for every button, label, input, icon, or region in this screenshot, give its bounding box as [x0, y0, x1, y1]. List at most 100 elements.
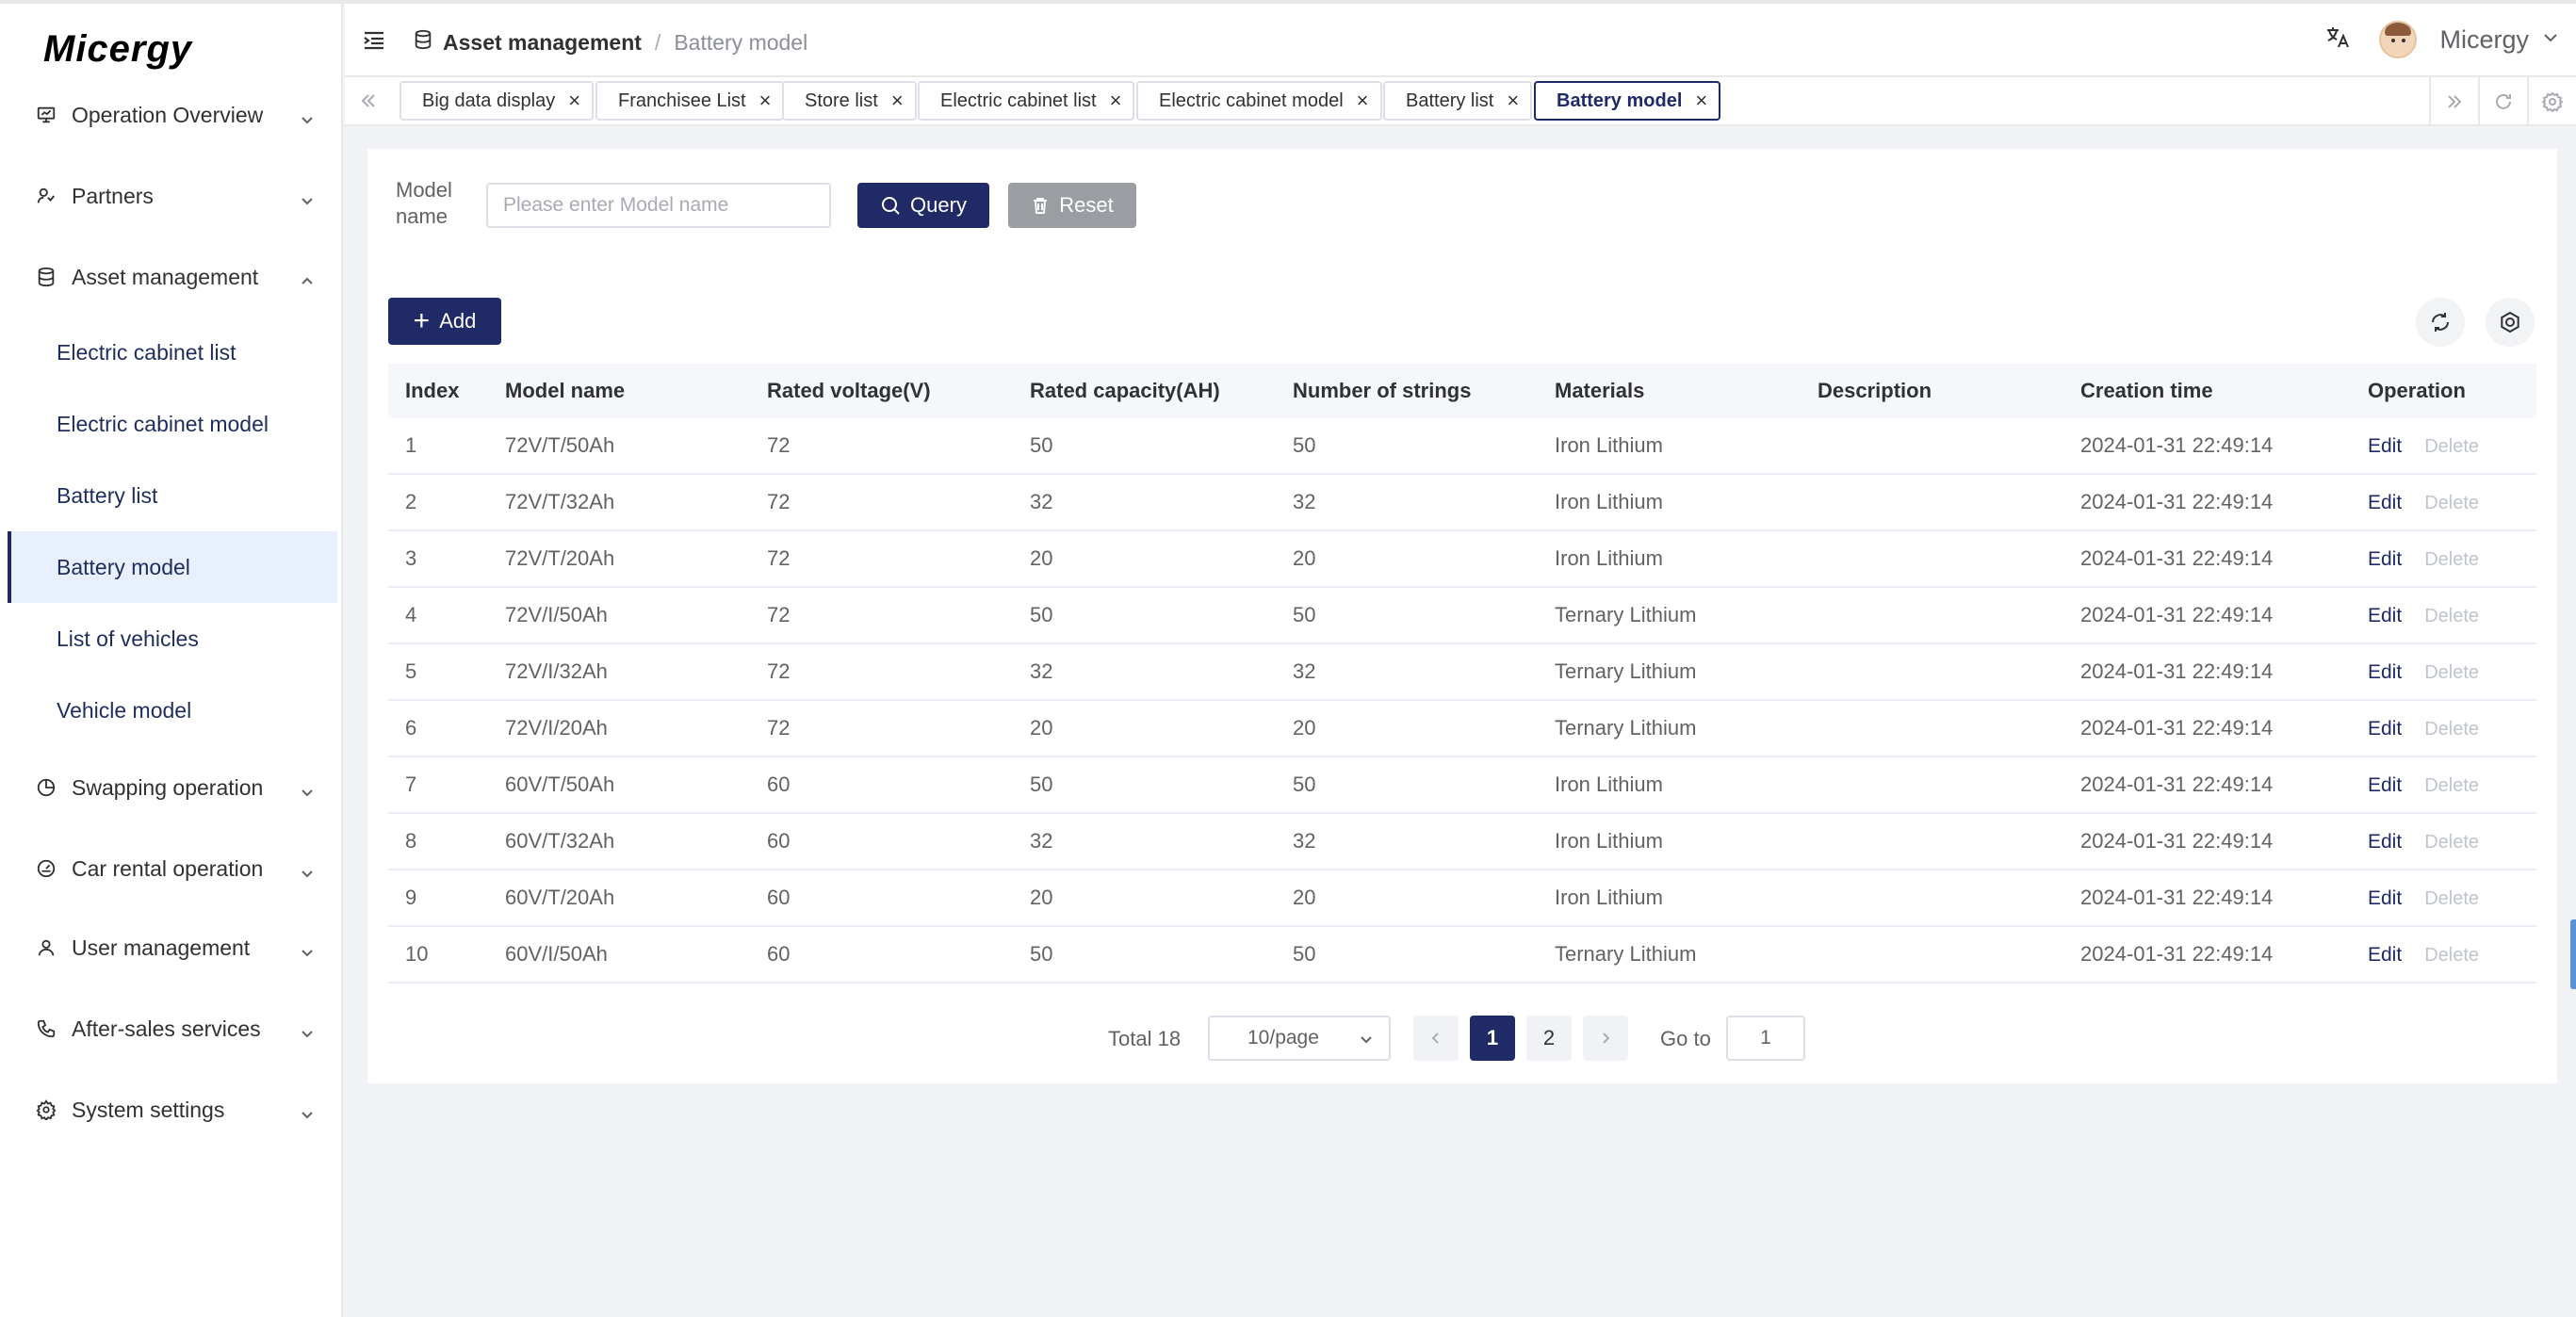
- double-chevron-left-icon[interactable]: [358, 90, 379, 111]
- delete-link[interactable]: Delete: [2424, 606, 2479, 626]
- chevron-left-icon: [1431, 1032, 1439, 1044]
- translate-icon[interactable]: [2324, 24, 2351, 56]
- tab-big-data-display[interactable]: Big data display ×: [399, 81, 595, 121]
- settings-icon[interactable]: [2527, 77, 2576, 126]
- cell-index: 10: [405, 942, 429, 966]
- sidebar-item-operation-overview[interactable]: Operation Overview: [0, 79, 339, 151]
- sidebar-subitem-vehicle-model[interactable]: Vehicle model: [57, 697, 192, 723]
- edit-link[interactable]: Edit: [2368, 435, 2403, 457]
- sidebar-subitem-battery-list[interactable]: Battery list: [57, 482, 158, 508]
- edit-link[interactable]: Edit: [2368, 605, 2403, 626]
- close-icon[interactable]: ×: [1507, 89, 1520, 112]
- column-header: Index: [405, 379, 460, 402]
- sidebar-item-label: After-sales services: [72, 1016, 261, 1041]
- double-chevron-right-icon[interactable]: [2429, 77, 2478, 126]
- refresh-table-button[interactable]: [2416, 298, 2465, 347]
- cell-index: 1: [405, 433, 417, 457]
- edit-link[interactable]: Edit: [2368, 492, 2403, 513]
- sidebar-item-label: User management: [72, 935, 251, 960]
- chevron-down-icon[interactable]: [2529, 29, 2559, 51]
- tab-electric-cabinet-list[interactable]: Electric cabinet list ×: [918, 81, 1135, 121]
- cell-model-name: 60V/T/32Ah: [505, 829, 615, 853]
- column-settings-button[interactable]: [2486, 298, 2535, 347]
- add-button[interactable]: + Add: [388, 298, 501, 345]
- sidebar-item-car-rental-operation[interactable]: Car rental operation: [0, 833, 339, 904]
- edit-link[interactable]: Edit: [2368, 661, 2403, 683]
- cell-rated-voltage: 60: [767, 886, 791, 909]
- edit-link[interactable]: Edit: [2368, 718, 2403, 740]
- menu-collapse-icon[interactable]: [362, 28, 386, 53]
- delete-link[interactable]: Delete: [2424, 436, 2479, 457]
- sidebar-item-after-sales-services[interactable]: After-sales services: [0, 993, 339, 1065]
- edit-link[interactable]: Edit: [2368, 548, 2403, 570]
- chevron-down-icon: [1361, 1036, 1372, 1044]
- cell-operation: Edit Delete: [2368, 659, 2479, 684]
- sidebar-item-user-management[interactable]: User management: [0, 912, 339, 984]
- cell-model-name: 60V/I/50Ah: [505, 942, 608, 966]
- tab-electric-cabinet-model[interactable]: Electric cabinet model ×: [1136, 81, 1382, 121]
- tab-store-list[interactable]: Store list ×: [782, 81, 917, 121]
- breadcrumb-parent[interactable]: Asset management: [443, 29, 642, 55]
- cell-model-name: 72V/T/32Ah: [505, 490, 615, 513]
- column-header: Operation: [2368, 379, 2466, 402]
- close-icon[interactable]: ×: [890, 89, 904, 112]
- settings-icon: [2501, 311, 2519, 333]
- edit-link[interactable]: Edit: [2368, 774, 2403, 796]
- next-page-button[interactable]: [1583, 1016, 1628, 1061]
- tab-label: Electric cabinet model: [1159, 89, 1344, 111]
- chevron-right-icon: [1603, 1032, 1610, 1044]
- tab-battery-list[interactable]: Battery list ×: [1383, 81, 1533, 121]
- tab-franchisee-list[interactable]: Franchisee List ×: [595, 81, 785, 121]
- delete-link[interactable]: Delete: [2424, 775, 2479, 796]
- plus-icon: +: [413, 305, 431, 336]
- delete-link[interactable]: Delete: [2424, 888, 2479, 909]
- delete-link[interactable]: Delete: [2424, 945, 2479, 966]
- cell-number-of-strings: 50: [1293, 603, 1316, 626]
- cell-model-name: 72V/T/50Ah: [505, 433, 615, 457]
- close-icon[interactable]: ×: [568, 89, 581, 112]
- delete-link[interactable]: Delete: [2424, 719, 2479, 740]
- top-border: [0, 0, 2576, 4]
- sidebar-subitem-electric-cabinet-list[interactable]: Electric cabinet list: [57, 339, 236, 365]
- cell-operation: Edit Delete: [2368, 716, 2479, 740]
- scrollbar-handle[interactable]: [2570, 919, 2576, 989]
- avatar[interactable]: [2379, 21, 2418, 58]
- tab-battery-model[interactable]: Battery model ×: [1534, 81, 1721, 121]
- add-button-label: Add: [439, 309, 477, 333]
- sidebar-subitem-electric-cabinet-model[interactable]: Electric cabinet model: [57, 411, 269, 436]
- tab-label: Battery model: [1557, 89, 1683, 111]
- refresh-icon[interactable]: [2478, 77, 2527, 126]
- close-icon[interactable]: ×: [1109, 89, 1122, 112]
- sidebar-item-system-settings[interactable]: System settings: [0, 1074, 339, 1146]
- close-icon[interactable]: ×: [1356, 89, 1369, 112]
- user-name[interactable]: Micergy: [2439, 24, 2529, 54]
- cell-model-name: 60V/T/50Ah: [505, 772, 615, 796]
- cell-number-of-strings: 32: [1293, 659, 1316, 683]
- chevron-down-icon: [300, 940, 315, 957]
- edit-link[interactable]: Edit: [2368, 831, 2403, 853]
- prev-page-button[interactable]: [1413, 1016, 1459, 1061]
- pie-chart-icon: [36, 777, 57, 798]
- edit-link[interactable]: Edit: [2368, 944, 2403, 966]
- page-1-button[interactable]: 1: [1470, 1016, 1515, 1061]
- sidebar-subitem-battery-model[interactable]: Battery model: [8, 531, 337, 603]
- goto-page-input[interactable]: [1726, 1016, 1805, 1061]
- query-button[interactable]: Query: [857, 183, 989, 228]
- sidebar-item-swapping-operation[interactable]: Swapping operation: [0, 752, 339, 823]
- page-2-button[interactable]: 2: [1526, 1016, 1572, 1061]
- sidebar-item-asset-management[interactable]: Asset management: [0, 241, 339, 313]
- main-panel: Model name Query Reset + Add Index Model…: [367, 149, 2557, 1083]
- delete-link[interactable]: Delete: [2424, 493, 2479, 513]
- close-icon[interactable]: ×: [758, 89, 772, 112]
- delete-link[interactable]: Delete: [2424, 662, 2479, 683]
- reset-button[interactable]: Reset: [1008, 183, 1136, 228]
- page-size-select[interactable]: 10/page: [1208, 1016, 1391, 1061]
- sidebar-subitem-list-of-vehicles[interactable]: List of vehicles: [57, 626, 199, 651]
- delete-link[interactable]: Delete: [2424, 549, 2479, 570]
- edit-link[interactable]: Edit: [2368, 887, 2403, 909]
- tab-label: Store list: [805, 89, 878, 111]
- sidebar-item-partners[interactable]: Partners: [0, 160, 339, 232]
- model-name-input[interactable]: [486, 183, 831, 228]
- delete-link[interactable]: Delete: [2424, 832, 2479, 853]
- close-icon[interactable]: ×: [1695, 89, 1708, 112]
